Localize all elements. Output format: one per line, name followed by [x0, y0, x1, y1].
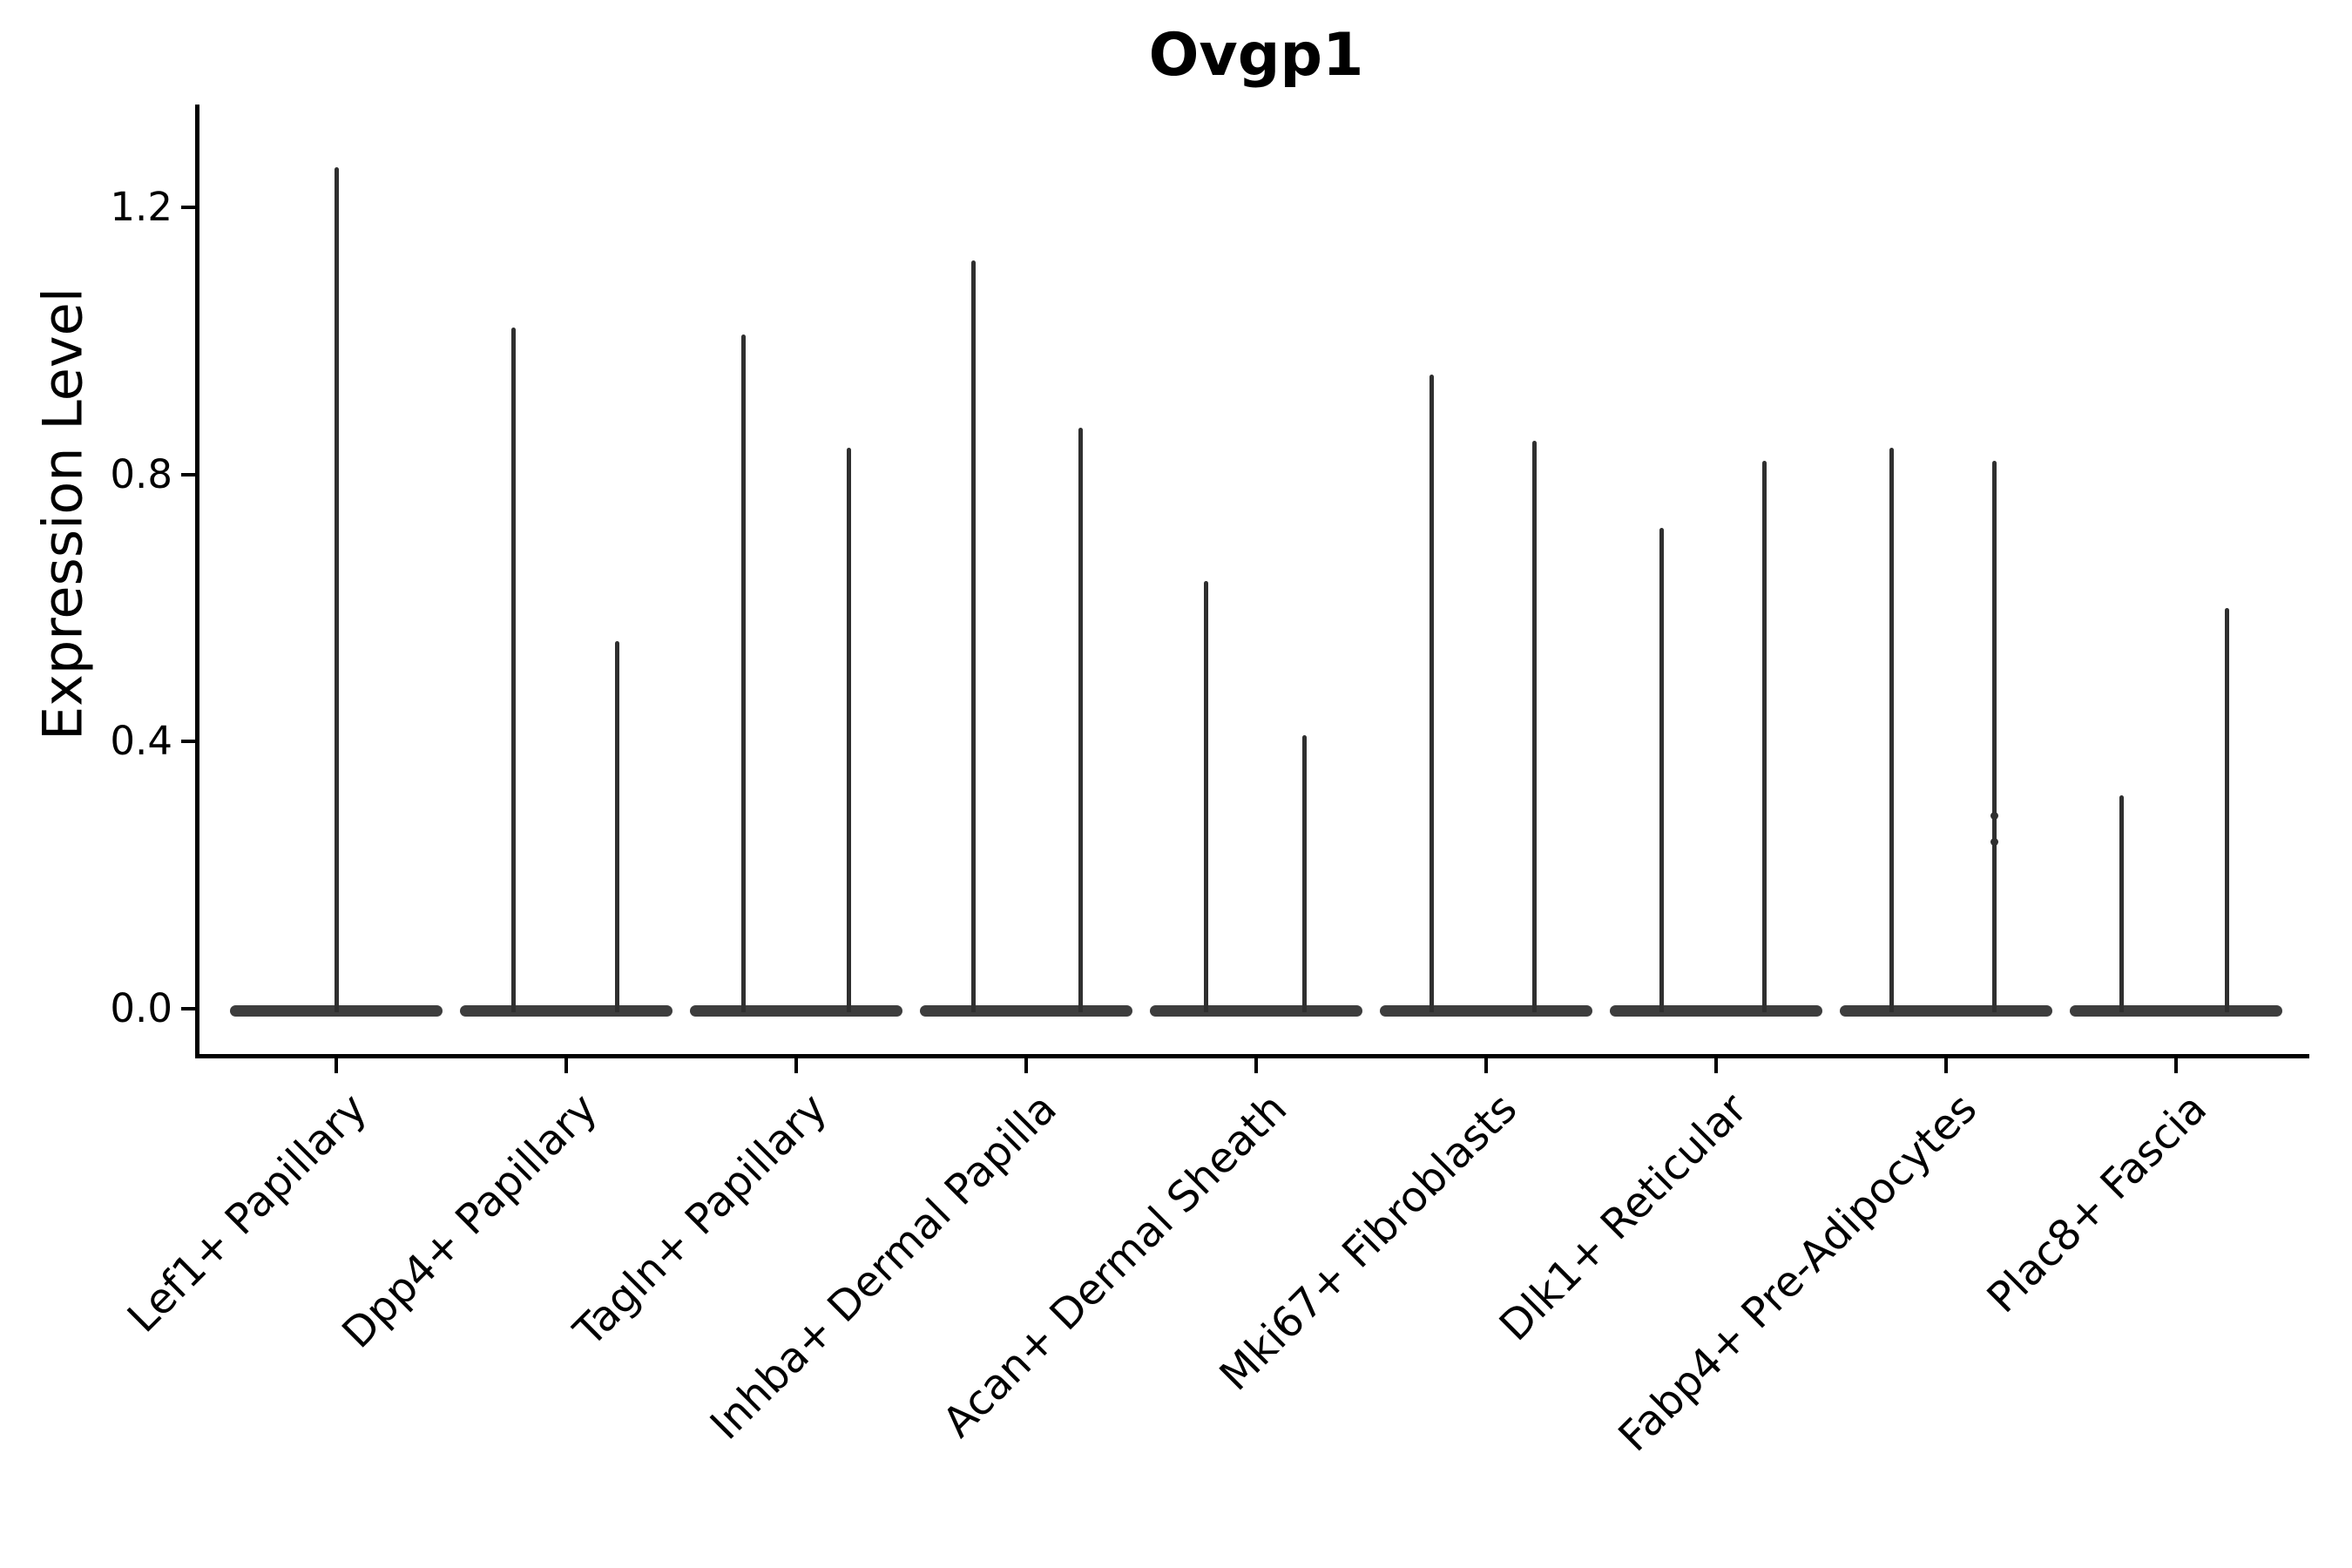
- y-tick: [181, 206, 195, 209]
- y-tick: [181, 740, 195, 743]
- chart-title: Ovgp1: [1148, 21, 1364, 90]
- violin-spike: [1429, 375, 1434, 1012]
- x-tick: [1024, 1058, 1028, 1073]
- y-tick-label: 1.2: [110, 184, 172, 230]
- y-tick: [181, 473, 195, 476]
- x-axis-line: [195, 1054, 2309, 1058]
- violin-spike: [2225, 608, 2229, 1012]
- violin-spike: [511, 328, 516, 1012]
- x-tick-label: Tagln+ Papillary: [564, 1084, 837, 1356]
- x-tick-label: Plac8+ Fascia: [1977, 1084, 2217, 1323]
- violin-spike: [335, 167, 339, 1012]
- y-tick-label: 0.4: [110, 718, 172, 764]
- y-tick-label: 0.8: [110, 451, 172, 497]
- violin-spike: [847, 448, 851, 1012]
- violin-spike: [1302, 735, 1307, 1012]
- x-tick: [1254, 1058, 1258, 1073]
- x-tick-label: Dlk1+ Reticular: [1490, 1084, 1757, 1351]
- y-axis-label: Expression Level: [30, 287, 95, 740]
- violin-spike: [1078, 428, 1083, 1012]
- violin-base: [1380, 1005, 1592, 1017]
- violin-spike: [1762, 461, 1767, 1012]
- violin-spike: [1659, 528, 1664, 1012]
- y-tick: [181, 1007, 195, 1010]
- violin-spike: [615, 641, 619, 1012]
- y-tick-label: 0.0: [110, 985, 172, 1031]
- violin-spike: [1204, 581, 1208, 1012]
- violin-spike: [741, 335, 746, 1012]
- x-tick: [794, 1058, 798, 1073]
- x-tick: [1484, 1058, 1488, 1073]
- violin-base: [1150, 1005, 1362, 1017]
- violin-base: [920, 1005, 1132, 1017]
- x-tick-label: Lef1+ Papillary: [118, 1084, 377, 1342]
- x-tick-label: Dpp4+ Papillary: [333, 1084, 607, 1358]
- x-tick: [564, 1058, 568, 1073]
- violin-base: [690, 1005, 902, 1017]
- violin-spike: [1889, 448, 1894, 1012]
- violin-spike: [1532, 441, 1537, 1012]
- violin-spike: [2119, 795, 2124, 1012]
- x-tick: [1944, 1058, 1948, 1073]
- spike-nub: [1990, 812, 1998, 820]
- violin-base: [1840, 1005, 2052, 1017]
- spike-nub: [1990, 838, 1998, 846]
- violin-base: [2070, 1005, 2282, 1017]
- violin-base: [1610, 1005, 1822, 1017]
- y-axis-line: [195, 105, 199, 1058]
- violin-spike: [1992, 461, 1997, 1012]
- x-tick: [2174, 1058, 2178, 1073]
- violin-spike: [971, 260, 976, 1012]
- x-tick: [335, 1058, 338, 1073]
- x-tick: [1714, 1058, 1718, 1073]
- violin-base: [460, 1005, 672, 1017]
